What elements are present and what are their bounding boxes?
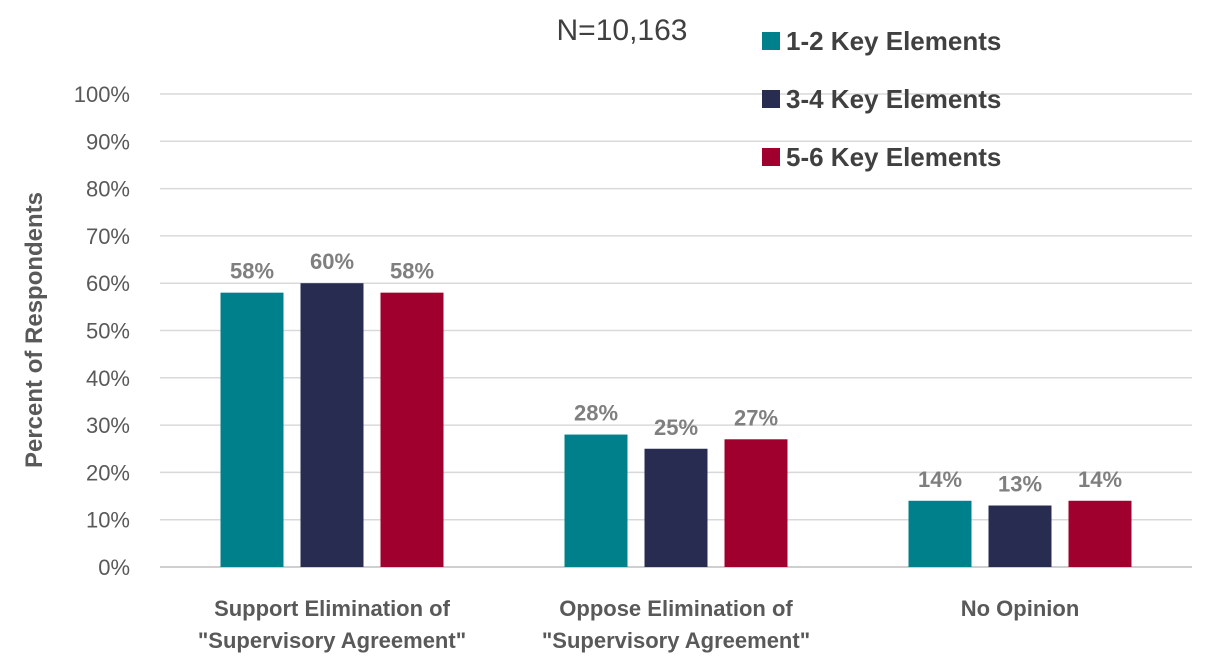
y-tick-label: 0% xyxy=(98,555,130,580)
y-tick-label: 20% xyxy=(86,460,130,485)
legend-label: 3-4 Key Elements xyxy=(786,84,1001,114)
legend-swatch xyxy=(762,148,780,166)
data-label: 13% xyxy=(998,472,1042,497)
y-tick-label: 100% xyxy=(74,82,130,107)
y-axis-title: Percent of Respondents xyxy=(21,192,48,468)
bar-1-1 xyxy=(220,292,284,567)
y-tick-label: 90% xyxy=(86,129,130,154)
x-category-label: "Supervisory Agreement" xyxy=(542,628,810,653)
data-label: 60% xyxy=(310,249,354,274)
data-label: 58% xyxy=(230,259,274,284)
y-tick-label: 70% xyxy=(86,224,130,249)
x-category-label: Oppose Elimination of xyxy=(559,596,793,621)
y-tick-label: 80% xyxy=(86,177,130,202)
y-tick-label: 30% xyxy=(86,413,130,438)
data-label: 28% xyxy=(574,401,618,426)
sample-size-annotation: N=10,163 xyxy=(557,14,688,47)
x-category-label: "Supervisory Agreement" xyxy=(198,628,466,653)
bars xyxy=(220,283,1132,567)
legend-swatch xyxy=(762,32,780,50)
y-tick-label: 40% xyxy=(86,366,130,391)
bar-1-3 xyxy=(908,500,972,567)
y-tick-label: 10% xyxy=(86,508,130,533)
legend-label: 5-6 Key Elements xyxy=(786,142,1001,172)
data-label: 14% xyxy=(1078,467,1122,492)
y-tick-label: 60% xyxy=(86,271,130,296)
bar-3-2 xyxy=(724,439,788,567)
legend: 1-2 Key Elements 3-4 Key Elements 5-6 Key … xyxy=(762,26,1001,172)
data-label: 25% xyxy=(654,415,698,440)
legend-label: 1-2 Key Elements xyxy=(786,26,1001,56)
bar-2-1 xyxy=(300,283,364,567)
bar-3-3 xyxy=(1068,500,1132,567)
y-axis-ticks: 0% 10% 20% 30% 40% 50% 60% 70% 80% 90% 100% xyxy=(74,82,130,580)
x-axis-categories: Support Elimination of "Supervisory Agree… xyxy=(198,596,1079,653)
x-category-label: No Opinion xyxy=(961,596,1080,621)
data-label: 14% xyxy=(918,467,962,492)
bar-1-2 xyxy=(564,434,628,567)
y-tick-label: 50% xyxy=(86,319,130,344)
x-category-label: Support Elimination of xyxy=(214,596,451,621)
bar-3-1 xyxy=(380,292,444,567)
bar-2-2 xyxy=(644,448,708,567)
data-label: 27% xyxy=(734,405,778,430)
legend-swatch xyxy=(762,90,780,108)
data-labels: 58% 60% 58% 28% 25% 27% 14% 13% 14% xyxy=(230,249,1122,496)
bar-2-3 xyxy=(988,505,1052,567)
data-label: 58% xyxy=(390,259,434,284)
